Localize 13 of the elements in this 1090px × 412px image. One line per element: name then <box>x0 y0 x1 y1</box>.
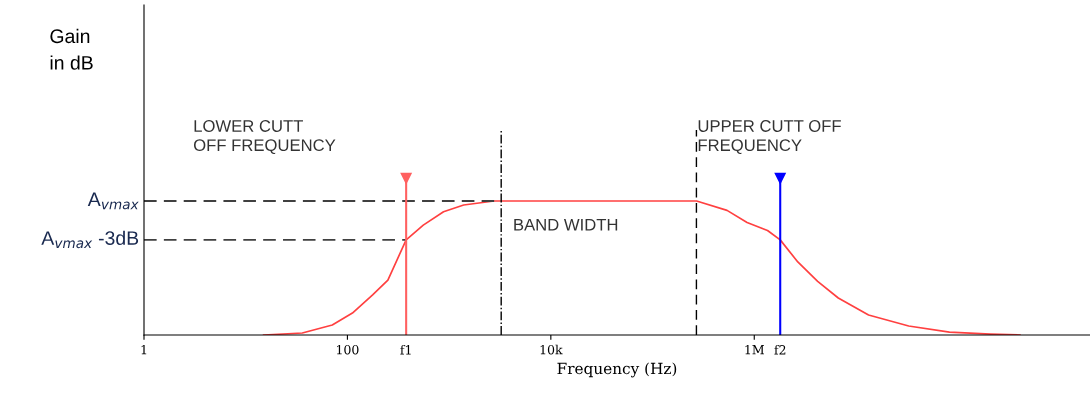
ref-line-label: f1 <box>400 344 411 355</box>
text: UPPER CUTT OFF FREQUENCY <box>698 120 841 155</box>
x-tick-label: 1M <box>745 344 764 355</box>
ref-line-label: f2 <box>774 344 786 355</box>
annotation: BAND WIDTH <box>514 218 618 231</box>
ref-line-label: A$_{vmax}$ -3dB <box>41 230 139 249</box>
text: LOWER CUTT OFF FREQUENCY <box>193 120 336 155</box>
text: Gain in dB <box>50 28 93 70</box>
x-axis-title: Frequency (Hz) <box>557 362 677 378</box>
x-tick-label: 100 <box>337 344 359 355</box>
ref-line-label: A$_{vmax}$ <box>87 192 139 210</box>
x-tick-label: 10k <box>540 344 563 355</box>
x-tick-label: 1 <box>141 344 147 355</box>
